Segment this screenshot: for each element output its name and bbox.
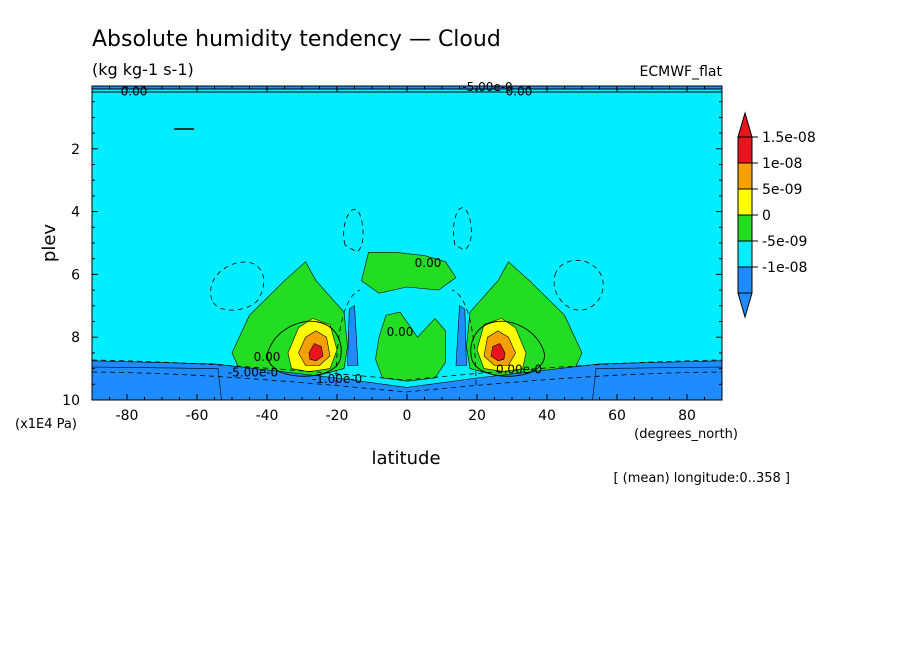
- dashed-contour: [453, 207, 472, 251]
- contour-region: [592, 366, 722, 400]
- contour-labels: 0.00 -5.00e-00.000.000.000.00-5.00e-0 -1.0…: [121, 80, 542, 386]
- solid-contour: [470, 320, 545, 377]
- contour-label: 0.00: [506, 85, 533, 99]
- chart-title: Absolute humidity tendency — Cloud: [92, 27, 501, 52]
- x-tick-label: -60: [186, 408, 209, 424]
- colorbar-swatch: [737, 162, 753, 190]
- dashed-contour: [553, 260, 604, 311]
- contour-label: -1.00e-0: [312, 372, 362, 386]
- y-tick-label: 8: [71, 330, 80, 346]
- y-axis: 2 4 6 8 10: [62, 85, 722, 409]
- colorbar: 1.5e-08 1e-08 5e-09 0 -5e-09 -1e-08: [737, 111, 816, 319]
- x-tick-label: -20: [326, 408, 349, 424]
- y-tick-label: 10: [62, 393, 80, 409]
- contour-label: -5.00e-0: [228, 366, 278, 380]
- colorbar-top-arrow: [737, 111, 753, 138]
- y-tick-label: 4: [71, 205, 80, 221]
- dashed-contours: [92, 207, 722, 393]
- contour-region: [455, 305, 467, 366]
- contour-region: [347, 305, 359, 366]
- y-tick-label: 2: [71, 142, 80, 158]
- colorbar-swatch: [737, 214, 753, 242]
- contour-label: -5.00e-0: [462, 80, 512, 94]
- plot-area: 0.00 -5.00e-00.000.000.000.00-5.00e-0 -1.0…: [91, 80, 723, 401]
- x-tick-label: -80: [116, 408, 139, 424]
- colorbar-bottom-arrow: [737, 292, 753, 319]
- colorbar-label: 1.5e-08: [762, 130, 816, 146]
- colorbar-swatch: [737, 188, 753, 216]
- contour-label: 0.00e-0: [496, 363, 542, 377]
- x-axis-label: latitude: [371, 448, 440, 469]
- contour-label: 0.00: [387, 325, 414, 339]
- dashed-contour: [92, 359, 722, 381]
- x-tick-label: 80: [678, 408, 696, 424]
- contour-label: 0.00: [121, 85, 148, 99]
- x-axis-units: (degrees_north): [634, 427, 738, 442]
- chart-units: (kg kg-1 s-1): [92, 60, 194, 79]
- colorbar-label: -1e-08: [762, 260, 807, 276]
- y-axis-units: (x1E4 Pa): [15, 417, 77, 432]
- x-axis: -80 -60 -40 -20 0 20 40 60 80: [91, 86, 723, 424]
- mean-note: [ (mean) longitude:0..358 ]: [613, 471, 790, 486]
- x-tick-label: 20: [468, 408, 486, 424]
- colorbar-label: 5e-09: [762, 182, 802, 198]
- contour-region: [92, 360, 722, 400]
- contour-label: 0.00: [415, 256, 442, 270]
- colorbar-label: 1e-08: [762, 156, 802, 172]
- dashed-contour: [92, 371, 722, 393]
- model-name: ECMWF_flat: [640, 64, 723, 80]
- colorbar-label: 0: [762, 208, 771, 224]
- y-tick-label: 6: [71, 267, 80, 283]
- contour-region: [375, 311, 446, 382]
- contour-label: 0.00: [254, 350, 281, 364]
- x-tick-label: -40: [256, 408, 279, 424]
- colorbar-swatch: [737, 240, 753, 268]
- colorbar-swatch: [737, 136, 753, 164]
- solid-contour: [267, 320, 342, 377]
- colorbar-swatch: [737, 266, 753, 294]
- y-axis-label: plev: [39, 224, 60, 263]
- dashed-contour: [335, 289, 361, 386]
- x-tick-label: 0: [403, 408, 412, 424]
- x-tick-label: 40: [538, 408, 556, 424]
- contour-region: [92, 366, 222, 400]
- colorbar-label: -5e-09: [762, 234, 807, 250]
- contour-region: [308, 343, 324, 362]
- contour-region: [361, 252, 457, 294]
- x-tick-label: 60: [608, 408, 626, 424]
- dashed-contour: [451, 289, 477, 386]
- contour-region: [490, 343, 506, 362]
